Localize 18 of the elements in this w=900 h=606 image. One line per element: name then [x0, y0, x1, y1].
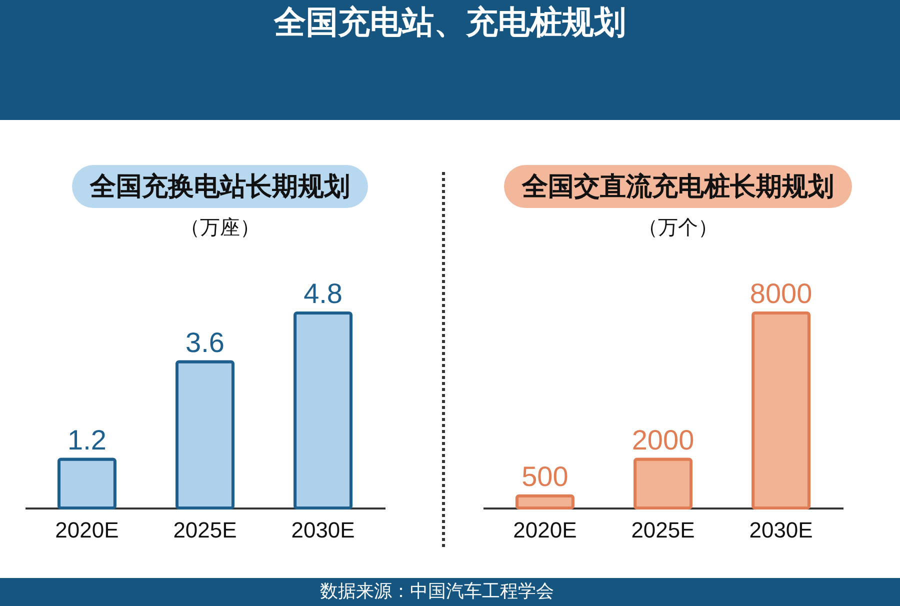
x-tick-label: 2025E: [173, 518, 237, 542]
data-label: 3.6: [186, 326, 224, 358]
chart-subtitle: （万座）: [179, 214, 261, 241]
x-tick-label: 2030E: [291, 518, 355, 542]
x-tick-label: 2020E: [55, 518, 119, 542]
chart-subtitle: （万个）: [637, 214, 719, 241]
data-label: 500: [522, 460, 568, 492]
source-note: 数据来源：中国汽车工程学会: [320, 580, 555, 604]
data-label: 2000: [632, 424, 694, 456]
data-label: 4.8: [304, 278, 342, 309]
chart-title: 全国充换电站长期规划: [72, 165, 368, 208]
chart-title: 全国交直流充电桩长期规划: [504, 165, 852, 208]
x-tick-label: 2030E: [749, 518, 813, 542]
data-label: 1.2: [68, 424, 106, 456]
text: 全国充电站、充电桩规划: [272, 2, 627, 43]
x-tick-label: 2025E: [631, 518, 695, 542]
data-label: 8000: [750, 278, 812, 309]
x-tick-label: 2020E: [513, 518, 577, 542]
